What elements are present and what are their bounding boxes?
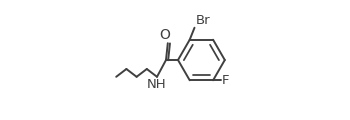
- Text: NH: NH: [147, 78, 166, 91]
- Text: O: O: [159, 28, 170, 42]
- Text: F: F: [222, 74, 229, 87]
- Text: Br: Br: [196, 14, 210, 27]
